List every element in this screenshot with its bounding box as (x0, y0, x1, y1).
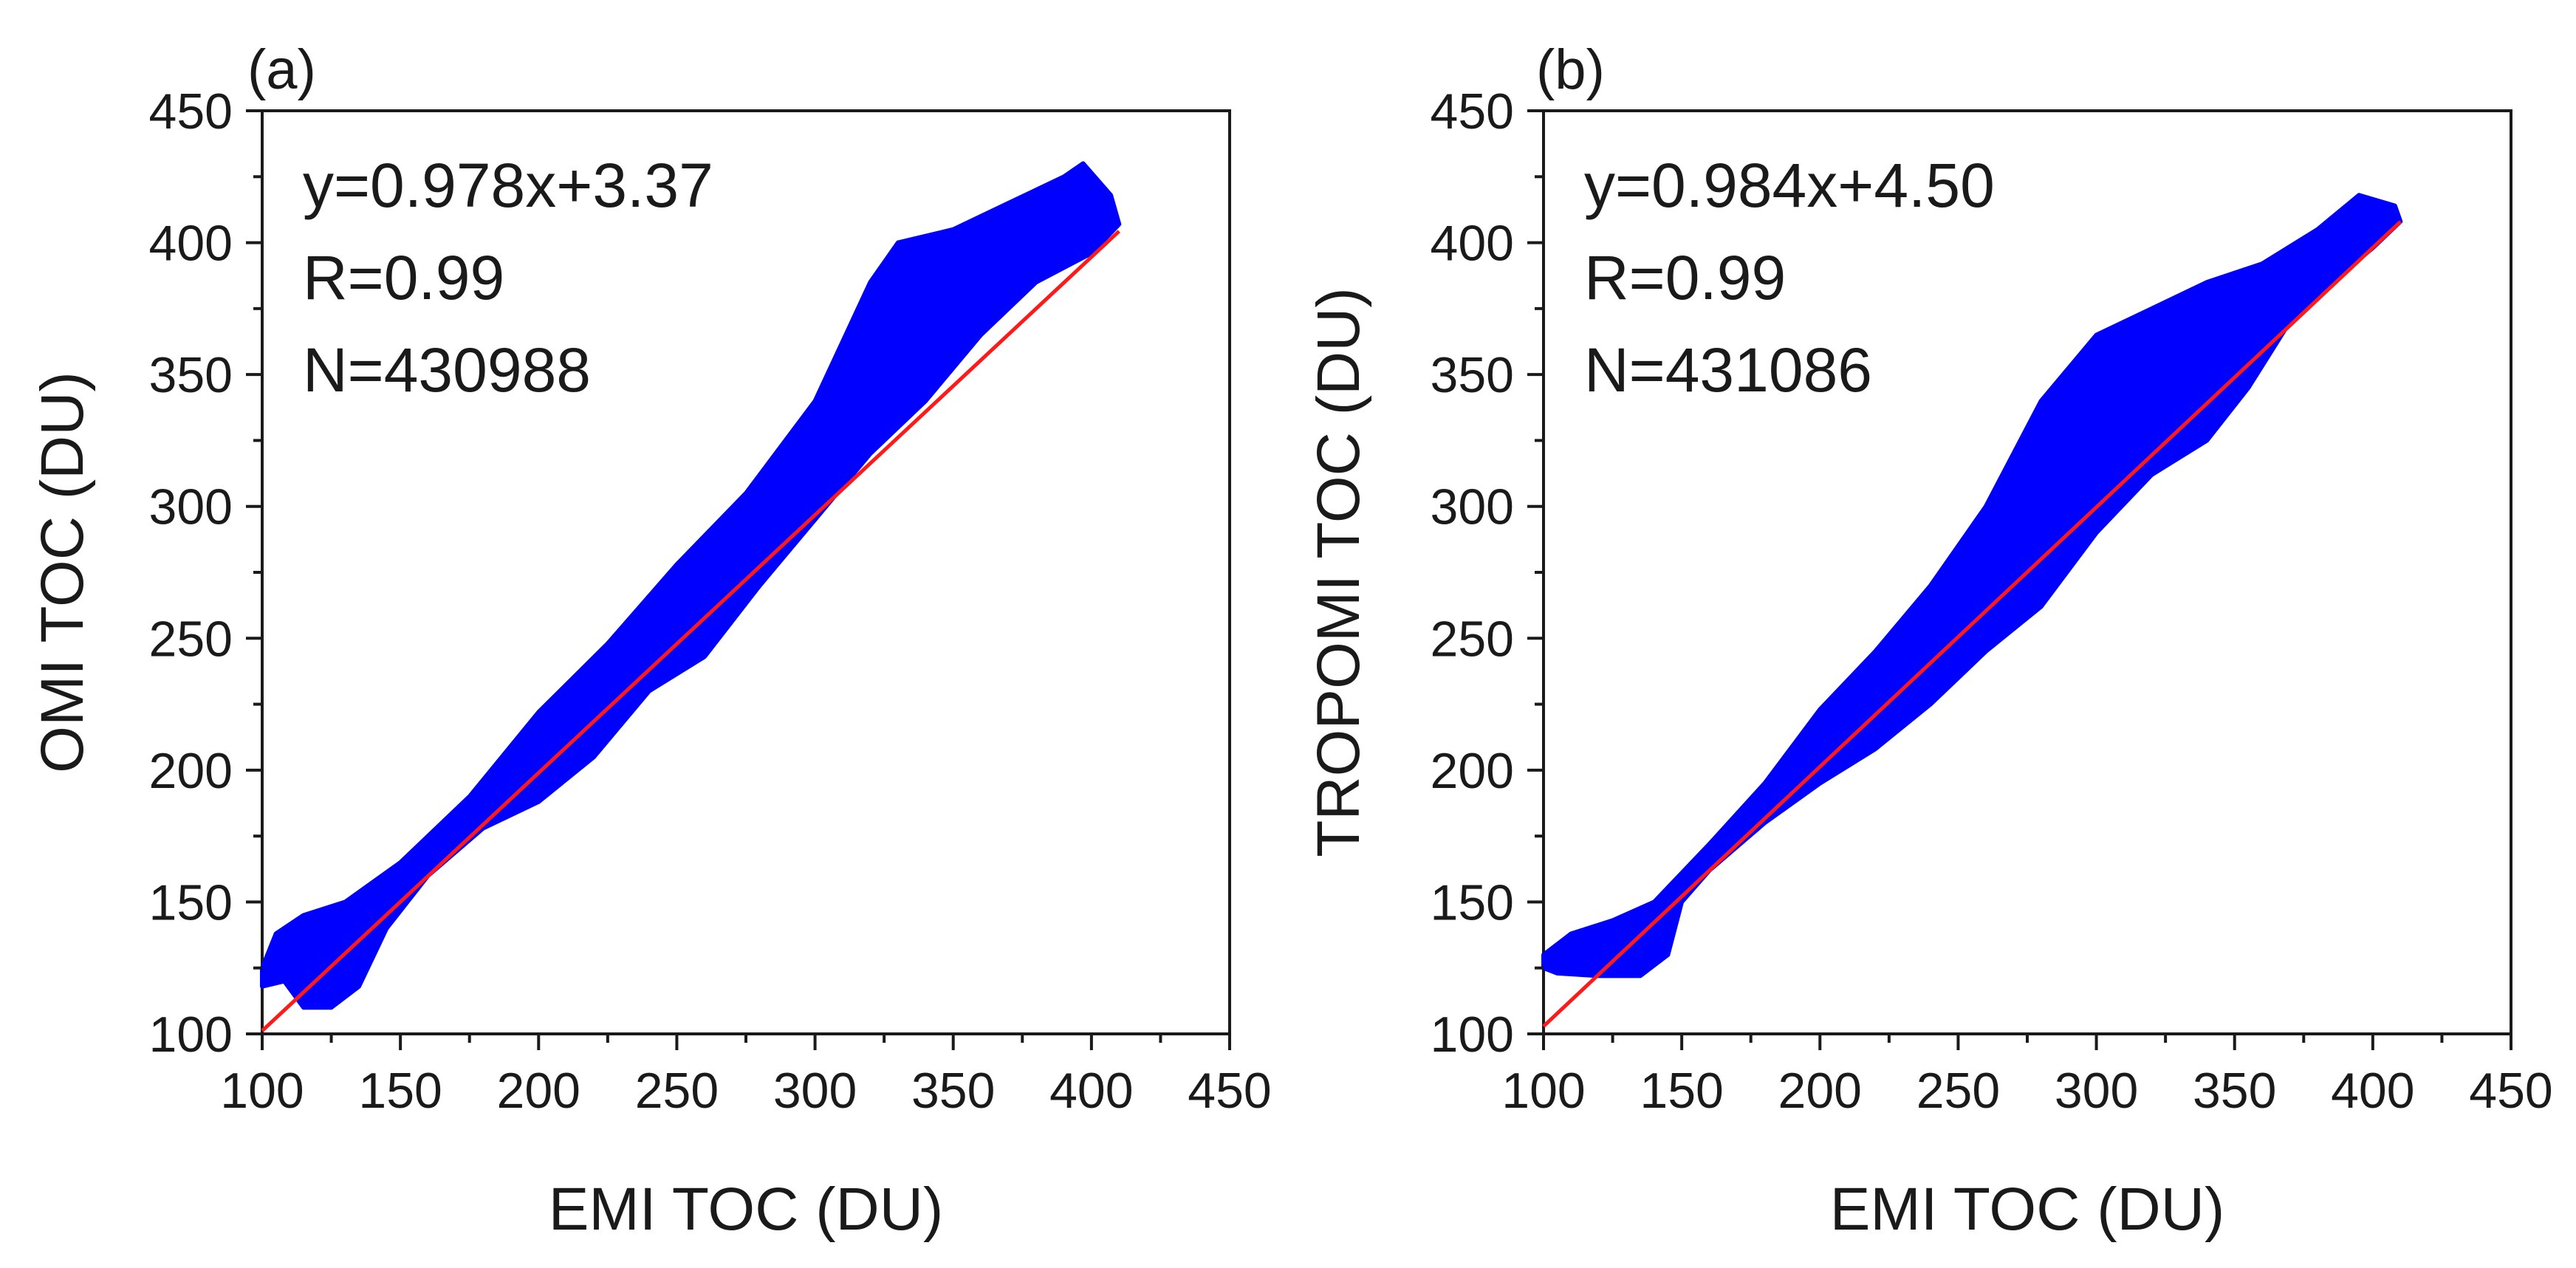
y-tick-label: 350 (149, 347, 233, 403)
correlation-coefficient: R=0.99 (1584, 243, 1786, 312)
x-tick-label: 350 (911, 1063, 995, 1119)
y-tick-label: 200 (149, 743, 233, 799)
regression-equation: y=0.984x+4.50 (1584, 151, 1995, 220)
x-tick-label: 300 (2055, 1063, 2138, 1119)
x-axis-title: EMI TOC (DU) (549, 1176, 944, 1243)
x-tick-label: 400 (2331, 1063, 2414, 1119)
fit-line-layer (1542, 220, 2402, 1028)
y-tick-label: 150 (149, 874, 233, 931)
x-tick-label: 100 (1501, 1063, 1585, 1119)
y-tick-label: 350 (1431, 347, 1514, 403)
y-axis-title: TROPOMI TOC (DU) (1305, 287, 1372, 857)
y-tick-label: 250 (149, 611, 233, 667)
y-axis-title: OMI TOC (DU) (29, 371, 96, 773)
axis-ticks-layer: 100 150 200 250 300 350 400 450 100 150 200 250 300 3… (1431, 83, 2553, 1119)
y-tick-label: 400 (149, 216, 233, 272)
x-tick-label: 150 (1640, 1063, 1723, 1119)
x-tick-label: 400 (1049, 1063, 1133, 1119)
x-tick-label: 350 (2193, 1063, 2276, 1119)
x-tick-label: 250 (1916, 1063, 2000, 1119)
x-tick-label: 200 (497, 1063, 580, 1119)
regression-equation: y=0.978x+3.37 (303, 151, 713, 220)
scatter-points-layer (260, 161, 1122, 1010)
x-tick-label: 150 (358, 1063, 442, 1119)
fit-line-layer (261, 230, 1120, 1032)
y-tick-label: 450 (149, 83, 233, 140)
panel-label: (b) (1536, 38, 1605, 101)
correlation-coefficient: R=0.99 (303, 243, 504, 312)
sample-count: N=431086 (1584, 335, 1872, 405)
chart-panel-b: (b) 100 150 200 250 300 350 400 450 100 150 200 250… (1305, 38, 2553, 1243)
x-tick-label: 300 (773, 1063, 857, 1119)
x-tick-label: 450 (2469, 1063, 2552, 1119)
y-tick-label: 100 (1431, 1007, 1514, 1063)
y-tick-label: 300 (1431, 479, 1514, 535)
sample-count: N=430988 (303, 335, 591, 405)
x-axis-title: EMI TOC (DU) (1830, 1176, 2225, 1243)
y-tick-label: 200 (1431, 743, 1514, 799)
panel-label: (a) (247, 38, 316, 101)
regression-fit-line (1542, 220, 2402, 1028)
y-tick-label: 450 (1431, 83, 1514, 140)
x-tick-label: 100 (220, 1063, 304, 1119)
x-tick-label: 250 (635, 1063, 719, 1119)
y-tick-label: 100 (149, 1007, 233, 1063)
y-tick-label: 300 (149, 479, 233, 535)
chart-panel-a: (a) 100 150 200 250 300 350 400 450 100 150 200 250… (29, 38, 1272, 1243)
axis-ticks-layer: 100 150 200 250 300 350 400 450 100 150 200 250 300 3… (149, 83, 1272, 1119)
y-tick-label: 250 (1431, 611, 1514, 667)
y-tick-label: 400 (1431, 216, 1514, 272)
scatter-point-cloud (260, 161, 1122, 1010)
y-tick-label: 150 (1431, 874, 1514, 931)
regression-fit-line (261, 230, 1120, 1032)
x-tick-label: 450 (1188, 1063, 1271, 1119)
x-tick-label: 200 (1778, 1063, 1862, 1119)
